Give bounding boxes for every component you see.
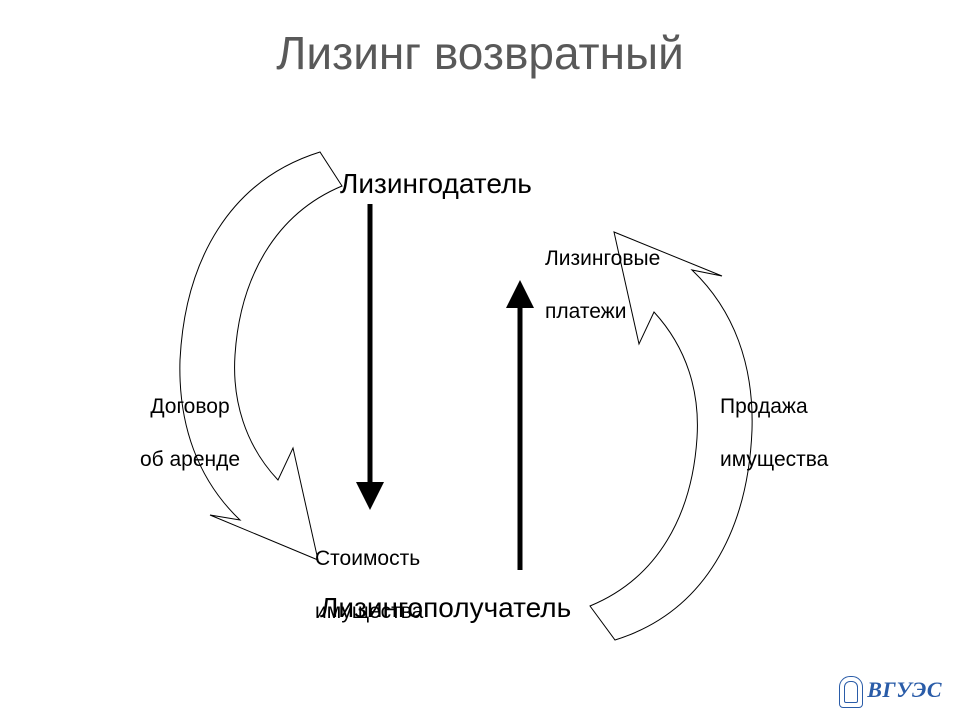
logo-emblem-icon [839, 676, 863, 708]
label-cost: Стоимость имущества [315, 520, 423, 625]
label-cost-line1: Стоимость [315, 547, 420, 570]
label-contract-line1: Договор [150, 395, 229, 418]
label-sale: Продажа имущества [720, 368, 828, 473]
logo: ВГУЭС [839, 676, 942, 708]
label-payments-line1: Лизинговые [545, 247, 660, 270]
node-top: Лизингодатель [340, 166, 532, 201]
label-contract: Договор об аренде [130, 368, 250, 473]
big-arrow-left [180, 152, 342, 560]
label-payments-line2: платежи [545, 300, 626, 323]
arrow-up [506, 280, 534, 570]
logo-text: ВГУЭС [867, 677, 942, 702]
label-sale-line2: имущества [720, 448, 828, 471]
label-cost-line2: имущества [315, 600, 423, 623]
label-contract-line2: об аренде [140, 448, 240, 471]
label-sale-line1: Продажа [720, 395, 808, 418]
label-payments: Лизинговые платежи [545, 220, 660, 325]
slide-stage: Лизинг возвратный Лизингодатель Лизингоп… [0, 0, 960, 720]
arrow-down [356, 204, 384, 510]
